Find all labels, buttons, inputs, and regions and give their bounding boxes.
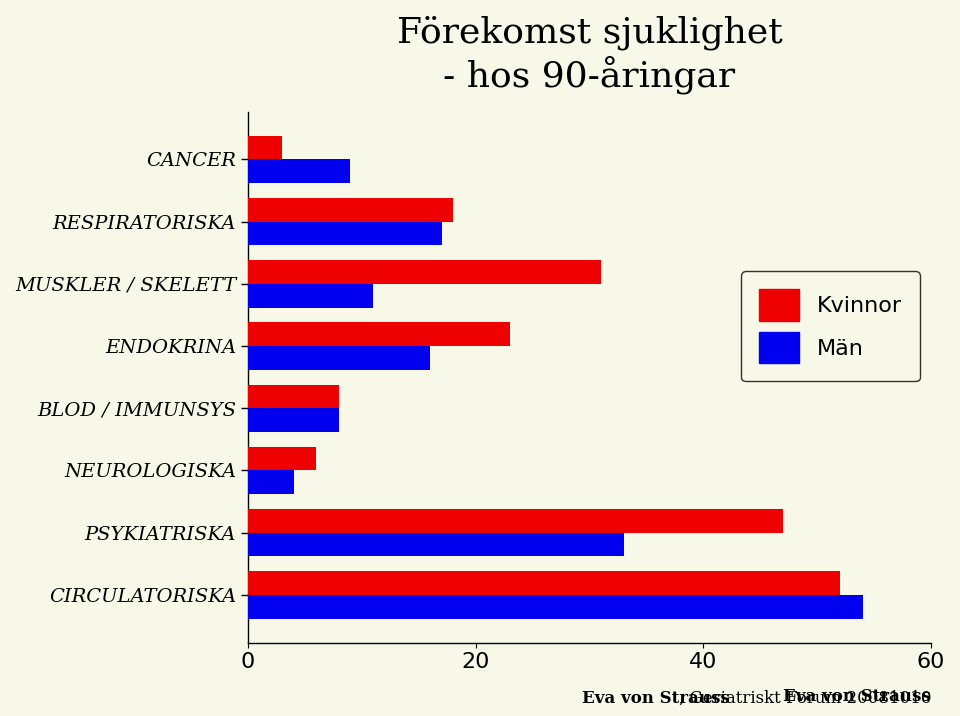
Bar xyxy=(248,346,430,369)
Title: Förekomst sjuklighet
- hos 90-åringar: Förekomst sjuklighet - hos 90-åringar xyxy=(396,15,782,95)
Bar xyxy=(248,136,282,160)
Text: Eva von Strauss: Eva von Strauss xyxy=(582,690,730,707)
Text: , Geriatriskt Forum 20081010: , Geriatriskt Forum 20081010 xyxy=(679,690,931,707)
Bar xyxy=(248,447,317,470)
Bar xyxy=(248,595,862,619)
Bar xyxy=(248,222,442,246)
Bar xyxy=(248,384,339,408)
Bar xyxy=(248,533,624,556)
Text: Eva von Strauss: Eva von Strauss xyxy=(783,688,931,705)
Bar xyxy=(248,284,373,307)
Bar xyxy=(248,198,453,222)
Bar xyxy=(248,260,601,284)
Bar xyxy=(248,160,350,183)
Bar xyxy=(248,571,840,595)
Bar xyxy=(248,470,294,494)
Bar xyxy=(248,509,783,533)
Legend: Kvinnor, Män: Kvinnor, Män xyxy=(741,271,920,381)
Bar xyxy=(248,322,510,346)
Bar xyxy=(248,408,339,432)
